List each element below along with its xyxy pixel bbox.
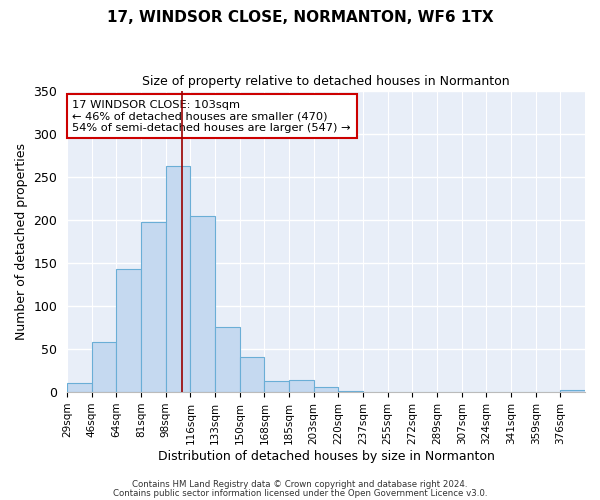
Bar — [67, 384, 92, 392]
Bar — [215, 328, 240, 392]
Bar — [560, 390, 585, 392]
Text: 17, WINDSOR CLOSE, NORMANTON, WF6 1TX: 17, WINDSOR CLOSE, NORMANTON, WF6 1TX — [107, 10, 493, 25]
Title: Size of property relative to detached houses in Normanton: Size of property relative to detached ho… — [142, 75, 510, 88]
Bar — [338, 391, 363, 392]
Bar — [289, 380, 314, 392]
X-axis label: Distribution of detached houses by size in Normanton: Distribution of detached houses by size … — [158, 450, 494, 462]
Bar — [314, 387, 338, 392]
Bar — [92, 342, 116, 392]
Bar — [240, 357, 265, 392]
Text: 17 WINDSOR CLOSE: 103sqm
← 46% of detached houses are smaller (470)
54% of semi-: 17 WINDSOR CLOSE: 103sqm ← 46% of detach… — [73, 100, 351, 133]
Bar — [190, 216, 215, 392]
Text: Contains public sector information licensed under the Open Government Licence v3: Contains public sector information licen… — [113, 488, 487, 498]
Text: Contains HM Land Registry data © Crown copyright and database right 2024.: Contains HM Land Registry data © Crown c… — [132, 480, 468, 489]
Bar — [116, 269, 141, 392]
Y-axis label: Number of detached properties: Number of detached properties — [15, 143, 28, 340]
Bar — [166, 166, 190, 392]
Bar — [141, 222, 166, 392]
Bar — [265, 381, 289, 392]
